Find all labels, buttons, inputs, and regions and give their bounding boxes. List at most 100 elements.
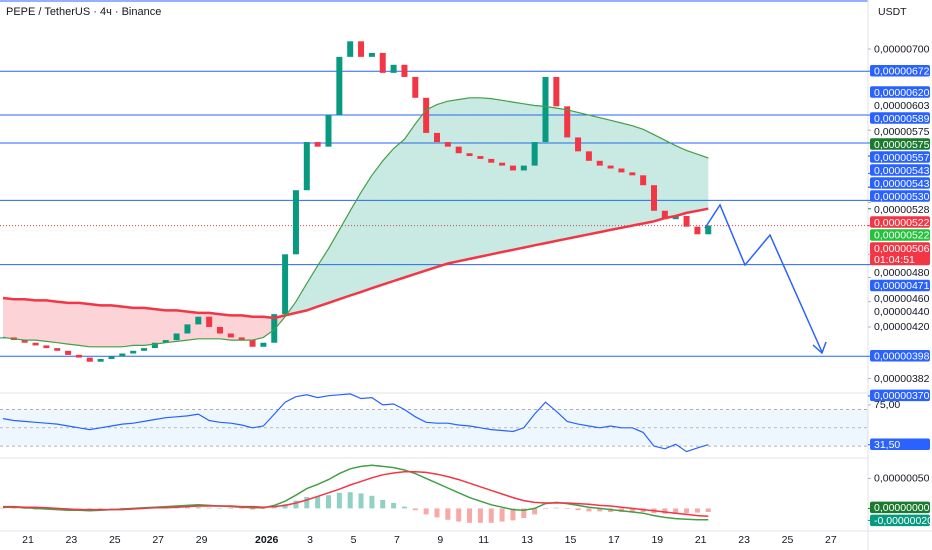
candle	[618, 168, 625, 173]
cloud-segment	[480, 97, 492, 257]
price-label-box	[870, 164, 930, 176]
cloud-segment	[393, 139, 405, 281]
candle	[499, 162, 506, 166]
candle	[672, 216, 679, 220]
candle	[238, 337, 245, 341]
cloud-segment	[523, 103, 535, 248]
candle	[434, 132, 440, 143]
histogram-bar	[0, 508, 6, 509]
cloud-segment	[610, 120, 622, 230]
cloud-segment	[447, 99, 459, 264]
candle	[651, 185, 657, 211]
candle	[488, 158, 495, 163]
candle	[292, 190, 299, 255]
y-tick-label: 0,00000460	[874, 293, 930, 305]
candle	[325, 115, 332, 147]
plot-layer: 21 23 25 27 29 2026 3 5 7 9 11 13 15 17 19 21 23 25 27 0,00…	[0, 41, 932, 546]
histogram-bar	[119, 507, 125, 509]
cloud-segment	[588, 115, 600, 235]
histogram-bar	[564, 508, 570, 509]
candle	[32, 342, 39, 346]
indicator-line	[2, 97, 709, 348]
price-label-box	[870, 242, 930, 266]
price-label-box	[870, 64, 930, 77]
histogram-bar	[271, 507, 277, 509]
candle	[390, 64, 397, 73]
cloud-segment	[111, 305, 123, 347]
price-label-box	[870, 279, 930, 292]
cloud-segment	[371, 160, 383, 289]
histogram-bar	[510, 508, 516, 521]
histogram-bar	[499, 508, 505, 522]
candle	[227, 333, 234, 338]
cloud-segment	[556, 108, 568, 241]
candle	[640, 175, 647, 186]
candle	[661, 210, 668, 220]
histogram-bar	[336, 492, 342, 509]
cloud-segment	[328, 229, 340, 303]
price-label: -0,00000020	[874, 515, 932, 527]
price-label-box	[870, 216, 930, 228]
x-tick-label: 19	[651, 534, 663, 546]
y-tick-label: 0,00000420	[874, 321, 930, 333]
price-label: 0,00000506	[874, 243, 930, 255]
histogram-bar	[380, 500, 386, 509]
cloud-segment	[144, 307, 155, 346]
candle	[477, 156, 484, 159]
x-tick-label: 9	[437, 534, 443, 546]
histogram-bar	[662, 508, 668, 514]
cloud-segment	[46, 300, 58, 343]
candle	[108, 356, 115, 359]
histogram-bar	[109, 508, 114, 509]
histogram-bar	[11, 508, 17, 509]
price-label-box	[870, 190, 930, 202]
price-label-box	[870, 112, 930, 124]
histogram-bar	[315, 496, 321, 509]
histogram-bar	[543, 508, 548, 509]
candle	[542, 76, 549, 143]
histogram-bar	[326, 495, 331, 509]
histogram-bar	[260, 508, 266, 509]
candle	[43, 345, 50, 349]
histogram-bar	[629, 508, 635, 512]
y-tick-label: 0,00000440	[874, 306, 930, 318]
cloud-segment	[295, 283, 307, 313]
candle	[412, 76, 419, 98]
candle	[509, 165, 516, 171]
x-tick-label: 25	[109, 534, 121, 546]
price-label: 0,00000530	[874, 191, 930, 203]
histogram-bar	[597, 508, 603, 512]
candle	[282, 254, 289, 315]
cloud-segment	[426, 104, 437, 271]
price-label: 0,00000557	[874, 152, 930, 164]
chart-title: PEPE / TetherUS · 4ч · Binance	[6, 6, 161, 18]
histogram-bar	[369, 495, 375, 509]
y-tick-label: 0,00000603	[874, 100, 930, 112]
candle	[206, 316, 213, 327]
histogram-bar	[467, 508, 473, 523]
histogram-bar	[391, 503, 397, 509]
histogram-bar	[195, 507, 201, 509]
candle	[455, 146, 462, 154]
candle	[271, 314, 278, 343]
price-label-box	[870, 229, 930, 241]
y-tick-label: 75,00	[874, 399, 900, 411]
candle	[575, 137, 582, 152]
histogram-bar	[586, 508, 592, 512]
candle	[683, 216, 690, 227]
price-label: 0,00000471	[874, 280, 930, 292]
price-label-box	[870, 151, 930, 163]
histogram-bar	[532, 508, 538, 515]
price-label: 0,00000543	[874, 178, 930, 190]
cloud-segment	[382, 148, 394, 285]
cloud-segment	[686, 150, 698, 213]
cloud-segment	[675, 145, 687, 216]
price-label: 0,00000370	[874, 390, 930, 402]
candle	[607, 165, 614, 169]
candle	[423, 97, 430, 133]
histogram-bar	[521, 508, 527, 518]
histogram-bar	[358, 493, 364, 509]
histogram-bar	[282, 504, 288, 509]
cloud-segment	[317, 248, 329, 307]
histogram-bar	[347, 492, 353, 509]
